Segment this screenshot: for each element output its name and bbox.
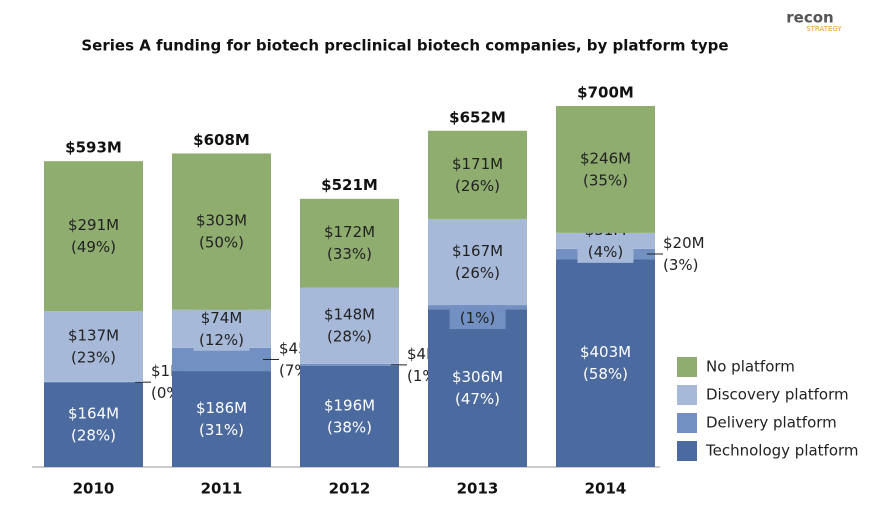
bar-segment [428,130,527,219]
x-tick-label: 2013 [457,480,499,498]
legend-label: No platform [706,358,795,376]
bar-segment [44,161,143,312]
value-label: $137M (23%) [68,326,119,366]
bar-segment [556,259,655,467]
value-label: $20M (3%) [663,234,705,274]
label-background [193,306,250,351]
value-label: $74M (12%) [199,308,244,348]
value-label: $171M (26%) [452,154,503,194]
bar-segment [44,311,143,382]
bar-segment [44,382,143,467]
total-label: $652M [449,108,506,126]
legend-label: Delivery platform [706,414,837,432]
x-tick-label: 2012 [329,480,371,498]
bar-segment [172,371,271,467]
legend-swatch [677,385,697,405]
value-label: $148M (28%) [324,305,375,345]
value-label: $172M (33%) [324,223,375,263]
bar-segment [300,363,399,366]
legend-swatch [677,413,697,433]
total-label: $700M [577,84,634,102]
logo-name: recon [786,9,833,27]
bar-segment [300,365,399,467]
x-tick-label: 2010 [73,480,115,498]
bar-segment [44,381,143,383]
logo-tagline: STRATEGY [806,25,842,33]
chart-title: Series A funding for biotech preclinical… [81,37,728,55]
value-label: $167M (26%) [452,242,503,282]
value-label: $306M (47%) [452,368,503,408]
bar-segment [300,198,399,288]
bar-segment [172,347,271,372]
value-label: $246M (35%) [580,149,631,189]
bar-segment [428,309,527,467]
value-label: $164M (28%) [68,404,119,444]
legend-swatch [677,357,697,377]
value-label: $186M (31%) [196,399,247,439]
legend-swatch [677,441,697,461]
legend-label: Technology platform [705,442,859,460]
value-label: $196M (38%) [324,396,375,436]
value-label: $303M (50%) [196,211,247,251]
total-label: $593M [65,139,122,157]
legend-label: Discovery platform [706,386,849,404]
total-label: $608M [193,131,250,149]
bar-segment [172,153,271,310]
bar-segment [300,287,399,364]
value-label: $291M (49%) [68,216,119,256]
value-label: $403M (58%) [580,343,631,383]
x-tick-label: 2014 [585,480,627,498]
total-label: $521M [321,176,378,194]
bar-segment [428,218,527,306]
x-tick-label: 2011 [201,480,243,498]
bar-segment [556,106,655,233]
